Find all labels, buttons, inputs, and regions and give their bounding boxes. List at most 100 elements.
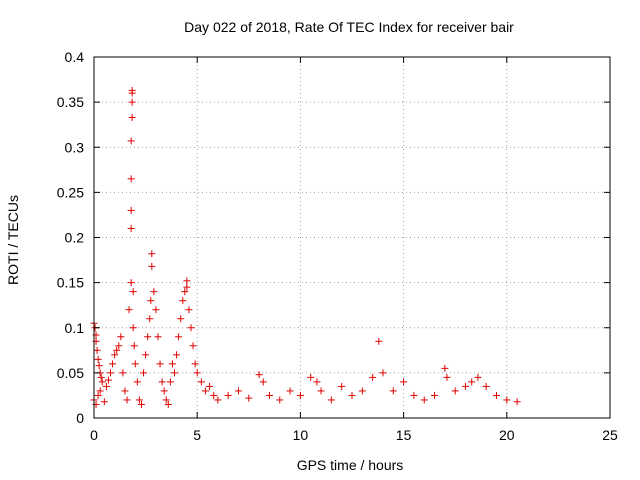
data-point — [214, 396, 222, 404]
data-point — [111, 351, 119, 359]
data-point — [144, 333, 152, 341]
y-tick-label: 0.4 — [65, 49, 85, 65]
x-tick-label: 15 — [396, 427, 412, 443]
data-point — [125, 306, 133, 314]
data-point — [154, 333, 162, 341]
data-point — [95, 362, 103, 370]
data-point — [129, 324, 137, 332]
data-point — [128, 98, 136, 106]
data-point — [443, 373, 451, 381]
data-point — [193, 369, 201, 377]
data-point — [137, 400, 145, 408]
data-point — [107, 369, 115, 377]
data-point — [146, 315, 154, 323]
data-point — [160, 387, 168, 395]
data-point — [148, 250, 156, 258]
data-point — [224, 391, 232, 399]
data-point — [462, 382, 470, 390]
data-point — [100, 398, 108, 406]
data-point — [152, 306, 160, 314]
x-tick-label: 10 — [293, 427, 309, 443]
y-tick-label: 0 — [76, 410, 84, 426]
y-tick-label: 0.35 — [57, 94, 84, 110]
data-point — [130, 342, 138, 350]
plot-frame — [93, 56, 611, 419]
data-point — [127, 279, 135, 287]
data-point — [109, 360, 117, 368]
data-point — [135, 396, 143, 404]
data-point — [147, 297, 155, 305]
data-point — [234, 387, 242, 395]
data-point — [369, 373, 377, 381]
data-point — [513, 398, 521, 406]
data-point — [128, 86, 136, 94]
data-point — [338, 382, 346, 390]
data-point — [400, 378, 408, 386]
data-point — [474, 373, 482, 381]
data-point — [296, 391, 304, 399]
data-point — [148, 262, 156, 270]
data-point — [181, 288, 189, 296]
data-point — [348, 391, 356, 399]
data-point — [156, 360, 164, 368]
data-point — [189, 342, 197, 350]
y-tick-label: 0.1 — [65, 320, 85, 336]
data-point — [451, 387, 459, 395]
y-tick-label: 0.15 — [57, 275, 84, 291]
data-point — [94, 391, 102, 399]
data-point — [140, 369, 148, 377]
data-point — [503, 396, 511, 404]
data-point — [201, 387, 209, 395]
y-tick-label: 0.3 — [65, 139, 85, 155]
data-point — [104, 376, 112, 384]
data-points — [90, 86, 521, 408]
data-point — [164, 400, 172, 408]
data-point — [93, 346, 101, 354]
grid-lines — [94, 57, 610, 418]
data-point — [276, 396, 284, 404]
x-tick-label: 0 — [90, 427, 98, 443]
data-point — [245, 394, 253, 402]
data-point — [127, 224, 135, 232]
data-point — [97, 373, 105, 381]
x-tick-label: 20 — [499, 427, 515, 443]
data-point — [127, 206, 135, 214]
data-point — [127, 175, 135, 183]
data-point — [185, 306, 193, 314]
data-point — [175, 333, 183, 341]
data-point — [183, 277, 191, 285]
data-point — [187, 324, 195, 332]
x-tick-label: 25 — [602, 427, 618, 443]
data-point — [431, 391, 439, 399]
data-point — [379, 369, 387, 377]
data-point — [197, 378, 205, 386]
data-point — [389, 387, 397, 395]
data-point — [492, 391, 500, 399]
data-point — [113, 346, 121, 354]
data-point — [482, 382, 490, 390]
data-point — [441, 364, 449, 372]
data-point — [307, 373, 315, 381]
data-point — [166, 378, 174, 386]
y-tick-label: 0.2 — [65, 230, 85, 246]
data-point — [123, 396, 131, 404]
data-point — [255, 371, 263, 379]
data-point — [170, 369, 178, 377]
data-point — [168, 360, 176, 368]
data-point — [286, 387, 294, 395]
x-tick-label: 5 — [193, 427, 201, 443]
data-point — [94, 355, 102, 363]
data-point — [96, 387, 104, 395]
data-point — [327, 396, 335, 404]
y-axis-label: ROTI / TECUs — [5, 195, 21, 285]
data-point — [115, 342, 123, 350]
data-point — [191, 360, 199, 368]
data-point — [259, 378, 267, 386]
data-point — [98, 378, 106, 386]
data-point — [142, 351, 150, 359]
data-point — [179, 297, 187, 305]
data-point — [265, 391, 273, 399]
data-point — [102, 382, 110, 390]
data-point — [210, 391, 218, 399]
data-point — [127, 137, 135, 145]
